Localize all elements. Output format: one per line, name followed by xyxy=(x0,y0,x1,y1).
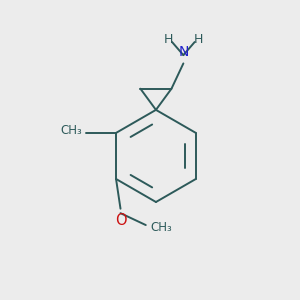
Text: CH₃: CH₃ xyxy=(60,124,82,137)
Text: H: H xyxy=(164,33,173,46)
Text: O: O xyxy=(115,213,126,228)
Text: CH₃: CH₃ xyxy=(150,221,172,234)
Text: H: H xyxy=(194,33,203,46)
Text: N: N xyxy=(178,45,189,59)
